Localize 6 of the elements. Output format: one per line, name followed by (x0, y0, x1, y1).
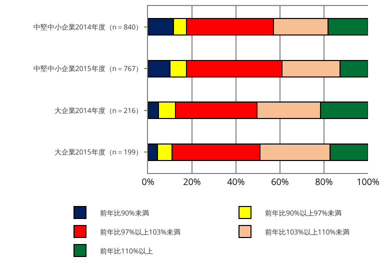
x-tick-label: 20% (183, 174, 201, 188)
x-tick-label: 0% (142, 174, 154, 188)
x-tick-label: 40% (227, 174, 245, 188)
x-tick-label: 100% (356, 174, 380, 188)
x-tick-label: 60% (271, 174, 289, 188)
x-tick-label: 80% (315, 174, 333, 188)
